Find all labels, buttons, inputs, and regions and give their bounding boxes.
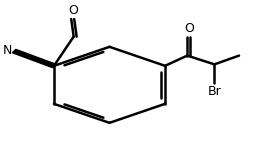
Text: O: O xyxy=(184,22,194,35)
Text: N: N xyxy=(3,44,12,57)
Text: O: O xyxy=(68,4,78,17)
Text: Br: Br xyxy=(208,85,221,98)
